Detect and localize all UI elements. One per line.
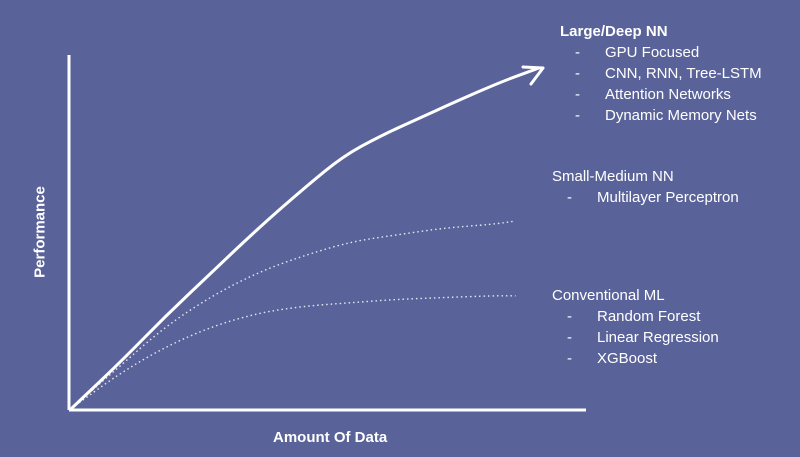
- series-line-2: [71, 295, 516, 409]
- legend-title: Small-Medium NN: [552, 168, 674, 185]
- legend-title: Large/Deep NN: [560, 23, 668, 40]
- x-axis-label: Amount Of Data: [273, 429, 388, 446]
- legend-small-medium-nn: Small-Medium NN - Multilayer Perceptron: [552, 166, 739, 208]
- list-item: - Multilayer Perceptron: [567, 189, 739, 206]
- list-item: - XGBoost: [567, 350, 658, 367]
- list-item: - CNN, RNN, Tree-LSTM: [575, 65, 762, 82]
- list-item: - Random Forest: [567, 308, 701, 325]
- legend-large-deep-nn: Large/Deep NN - GPU Focused - CNN, RNN, Tr…: [560, 21, 762, 126]
- series-line-1: [71, 220, 516, 409]
- series-layer: [70, 66, 541, 410]
- list-item: - Dynamic Memory Nets: [575, 107, 757, 124]
- y-axis-label: Performance: [31, 186, 49, 278]
- arrow-head: [521, 65, 545, 86]
- list-item: - GPU Focused: [575, 44, 700, 61]
- legend-conventional-ml: Conventional ML - Random Forest - Linear R…: [552, 285, 719, 369]
- legend-title: Conventional ML: [552, 287, 665, 304]
- list-item: - Attention Networks: [575, 86, 731, 103]
- list-item: - Linear Regression: [567, 329, 719, 346]
- series-line-0: [70, 66, 541, 410]
